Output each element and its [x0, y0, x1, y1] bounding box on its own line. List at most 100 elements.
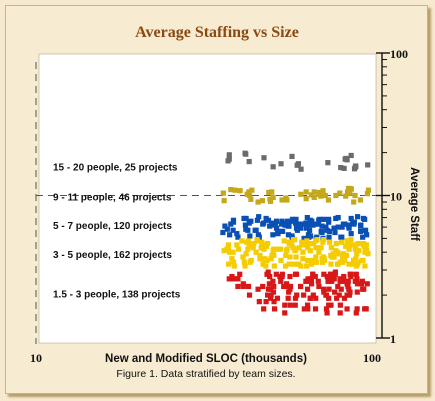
data-point	[298, 225, 304, 231]
data-point	[254, 238, 260, 244]
data-point	[220, 190, 226, 196]
data-point	[358, 240, 364, 247]
data-point	[337, 190, 343, 196]
data-point	[328, 271, 334, 277]
data-point	[240, 254, 246, 260]
data-point	[307, 295, 313, 301]
data-point	[234, 242, 240, 248]
series-group	[226, 269, 370, 316]
data-point	[255, 286, 261, 292]
data-point	[259, 239, 265, 245]
data-point	[246, 242, 252, 248]
data-point	[293, 254, 299, 260]
data-point	[270, 278, 276, 284]
data-point	[284, 197, 290, 203]
data-point	[346, 286, 352, 292]
data-point	[363, 242, 370, 248]
data-point	[231, 263, 237, 269]
data-point	[292, 302, 298, 308]
data-point	[230, 249, 236, 255]
data-point	[263, 299, 269, 305]
data-point	[300, 242, 306, 248]
data-point	[316, 283, 322, 290]
data-point	[332, 229, 338, 236]
data-point	[260, 283, 266, 290]
data-point	[326, 234, 332, 240]
y-tick-label: 100	[390, 47, 408, 61]
data-point	[354, 289, 360, 295]
data-point	[358, 222, 364, 228]
data-point	[286, 240, 292, 247]
data-point	[245, 246, 251, 252]
data-point	[304, 302, 311, 308]
data-point	[271, 283, 277, 290]
data-point	[363, 306, 369, 312]
data-point	[232, 187, 238, 193]
data-point	[318, 245, 324, 251]
y-tick-label: 10	[390, 190, 402, 204]
x-tick-label: 10	[30, 351, 42, 365]
data-point	[270, 232, 276, 238]
data-point	[323, 224, 329, 230]
data-point	[230, 227, 236, 233]
data-point	[273, 271, 279, 277]
data-point	[296, 261, 302, 267]
data-point	[264, 271, 270, 277]
data-point	[274, 295, 281, 301]
data-point	[297, 283, 304, 290]
data-point	[261, 155, 267, 161]
data-point	[230, 259, 237, 265]
data-point	[319, 223, 325, 229]
data-point	[326, 278, 332, 284]
group-label: 1.5 - 3 people, 138 projects	[53, 290, 181, 301]
data-point	[263, 243, 270, 249]
data-point	[292, 248, 298, 254]
data-point	[283, 252, 289, 258]
data-point	[263, 263, 269, 269]
data-point	[331, 276, 337, 282]
data-point	[282, 310, 288, 316]
data-point	[278, 161, 284, 167]
data-point	[316, 189, 322, 196]
data-point	[352, 164, 358, 170]
data-point	[341, 295, 348, 301]
data-point	[234, 231, 240, 237]
data-point	[355, 240, 361, 247]
data-point	[320, 239, 326, 245]
data-point	[357, 197, 364, 203]
data-point	[268, 256, 274, 262]
data-point	[265, 286, 272, 292]
data-point	[345, 240, 351, 247]
data-point	[267, 273, 273, 280]
data-point	[287, 254, 293, 260]
data-point	[349, 261, 355, 267]
data-point	[335, 283, 341, 290]
data-point	[308, 261, 314, 267]
data-point	[321, 271, 327, 277]
data-point	[278, 278, 284, 284]
data-point	[348, 271, 354, 277]
data-point	[271, 299, 277, 305]
data-point	[361, 286, 367, 292]
data-point	[270, 248, 276, 254]
data-point	[289, 153, 295, 160]
data-point	[258, 245, 264, 251]
data-point	[347, 289, 353, 295]
data-point	[296, 245, 302, 251]
data-point	[354, 251, 360, 257]
data-point	[240, 283, 246, 290]
data-point	[326, 286, 332, 292]
data-point	[243, 151, 249, 157]
data-point	[352, 246, 358, 252]
data-point	[291, 261, 297, 267]
data-point	[247, 233, 253, 239]
data-point	[230, 217, 237, 223]
data-point	[265, 240, 271, 247]
data-point	[333, 215, 339, 222]
data-point	[333, 248, 339, 254]
data-point	[241, 259, 247, 265]
data-point	[303, 225, 310, 231]
data-point	[328, 261, 334, 267]
data-point	[320, 188, 326, 194]
data-point	[235, 283, 241, 290]
